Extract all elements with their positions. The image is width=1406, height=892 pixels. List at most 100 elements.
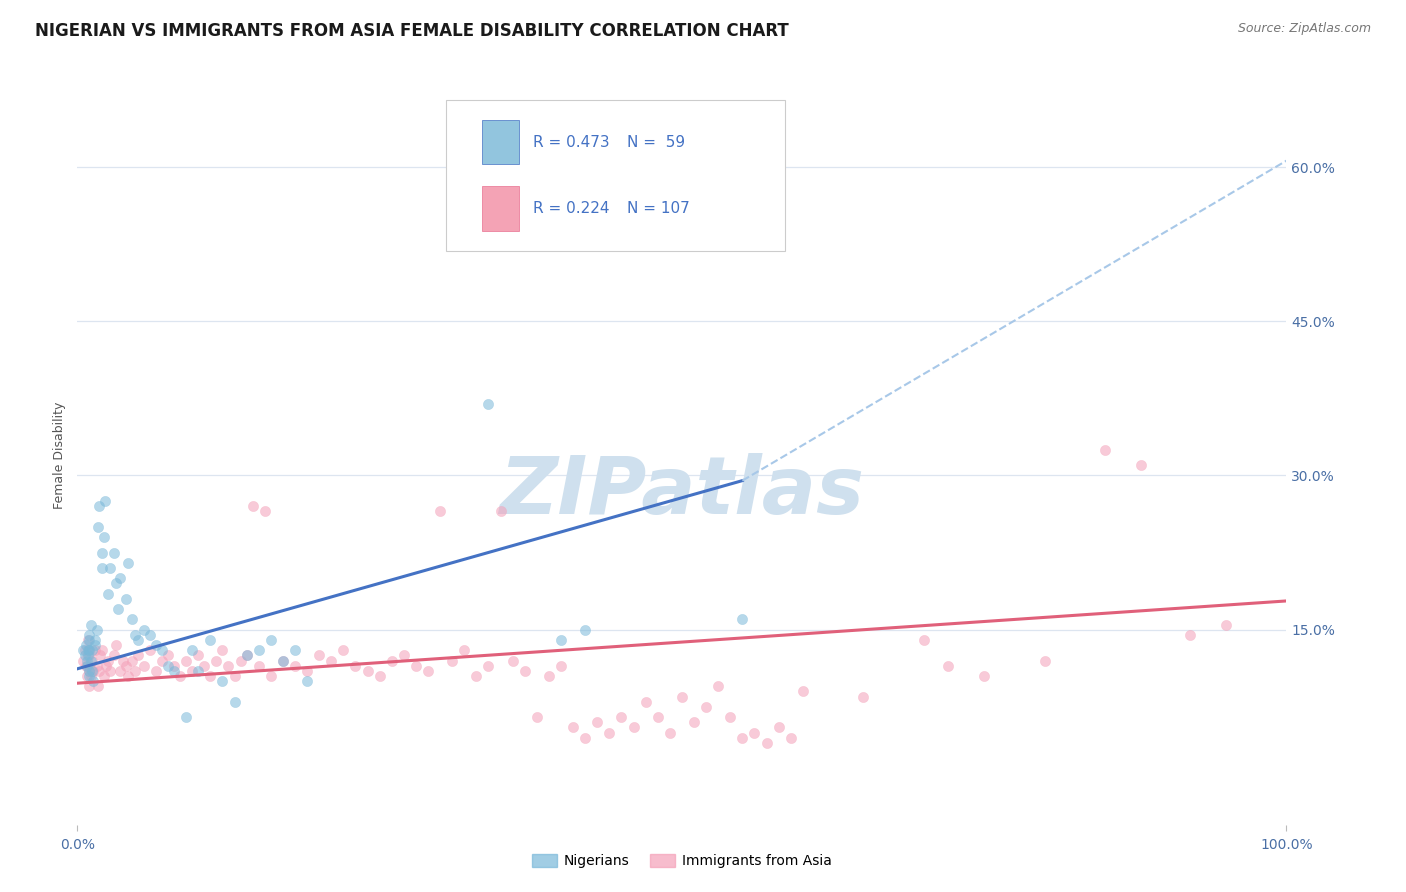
- Point: [112, 654, 135, 668]
- Point: [163, 658, 186, 673]
- Point: [658, 725, 681, 739]
- Point: [157, 658, 180, 673]
- Point: [242, 500, 264, 514]
- Point: [96, 654, 118, 668]
- Point: [121, 654, 143, 668]
- Point: [623, 720, 645, 734]
- Point: [284, 643, 307, 657]
- Point: [429, 504, 451, 518]
- Point: [72, 654, 94, 668]
- Point: [321, 654, 343, 668]
- Point: [150, 643, 173, 657]
- Point: [76, 654, 98, 668]
- Point: [79, 648, 101, 663]
- Point: [79, 669, 101, 683]
- Y-axis label: Female Disability: Female Disability: [53, 401, 66, 508]
- Point: [127, 633, 149, 648]
- Point: [271, 654, 294, 668]
- Point: [93, 669, 115, 683]
- FancyBboxPatch shape: [482, 186, 519, 231]
- Point: [574, 731, 596, 745]
- Point: [647, 710, 669, 724]
- Point: [247, 658, 270, 673]
- Point: [139, 628, 162, 642]
- Point: [82, 674, 104, 689]
- Point: [145, 664, 167, 678]
- Point: [89, 648, 111, 663]
- Point: [87, 520, 110, 534]
- Point: [1094, 442, 1116, 457]
- Point: [90, 546, 112, 560]
- Point: [105, 576, 128, 591]
- Point: [744, 725, 766, 739]
- Point: [124, 664, 146, 678]
- Point: [610, 710, 633, 724]
- Point: [181, 664, 204, 678]
- Point: [72, 643, 94, 657]
- Point: [76, 669, 98, 683]
- Point: [96, 587, 118, 601]
- Point: [187, 664, 209, 678]
- Point: [356, 664, 378, 678]
- Point: [308, 648, 330, 663]
- Point: [107, 602, 129, 616]
- Point: [108, 571, 131, 585]
- Point: [94, 494, 117, 508]
- Point: [80, 664, 103, 678]
- Point: [211, 674, 233, 689]
- Point: [295, 674, 318, 689]
- Point: [90, 643, 112, 657]
- Text: NIGERIAN VS IMMIGRANTS FROM ASIA FEMALE DISABILITY CORRELATION CHART: NIGERIAN VS IMMIGRANTS FROM ASIA FEMALE …: [35, 22, 789, 40]
- Point: [86, 623, 108, 637]
- Point: [218, 658, 240, 673]
- Point: [731, 612, 754, 626]
- Point: [1178, 628, 1201, 642]
- Point: [77, 643, 100, 657]
- Point: [392, 648, 415, 663]
- Point: [157, 648, 180, 663]
- Point: [779, 731, 801, 745]
- Point: [79, 643, 101, 657]
- Point: [174, 710, 197, 724]
- Point: [139, 643, 162, 657]
- Point: [80, 643, 103, 657]
- Point: [792, 684, 814, 698]
- Point: [381, 654, 404, 668]
- FancyBboxPatch shape: [446, 100, 785, 252]
- Text: R = 0.224: R = 0.224: [533, 201, 610, 216]
- Point: [145, 638, 167, 652]
- Text: ZIPatlas: ZIPatlas: [499, 453, 865, 531]
- Point: [332, 643, 354, 657]
- Point: [200, 669, 222, 683]
- Point: [124, 628, 146, 642]
- Point: [562, 720, 585, 734]
- Point: [205, 654, 228, 668]
- Point: [87, 664, 110, 678]
- Point: [1033, 654, 1056, 668]
- Point: [96, 658, 118, 673]
- Point: [77, 648, 100, 663]
- Point: [284, 658, 307, 673]
- Point: [1215, 617, 1237, 632]
- Point: [193, 658, 215, 673]
- Point: [117, 669, 139, 683]
- Point: [211, 643, 233, 657]
- Point: [79, 643, 101, 657]
- Point: [235, 648, 257, 663]
- Point: [405, 658, 427, 673]
- Point: [79, 664, 101, 678]
- Point: [537, 669, 560, 683]
- Point: [73, 643, 96, 657]
- Point: [114, 591, 136, 606]
- Point: [912, 633, 935, 648]
- Point: [224, 695, 246, 709]
- Point: [224, 669, 246, 683]
- Point: [852, 690, 875, 704]
- Point: [477, 396, 499, 410]
- Point: [731, 731, 754, 745]
- Point: [718, 710, 741, 724]
- Point: [695, 699, 717, 714]
- Point: [187, 648, 209, 663]
- Point: [247, 643, 270, 657]
- FancyBboxPatch shape: [482, 120, 519, 164]
